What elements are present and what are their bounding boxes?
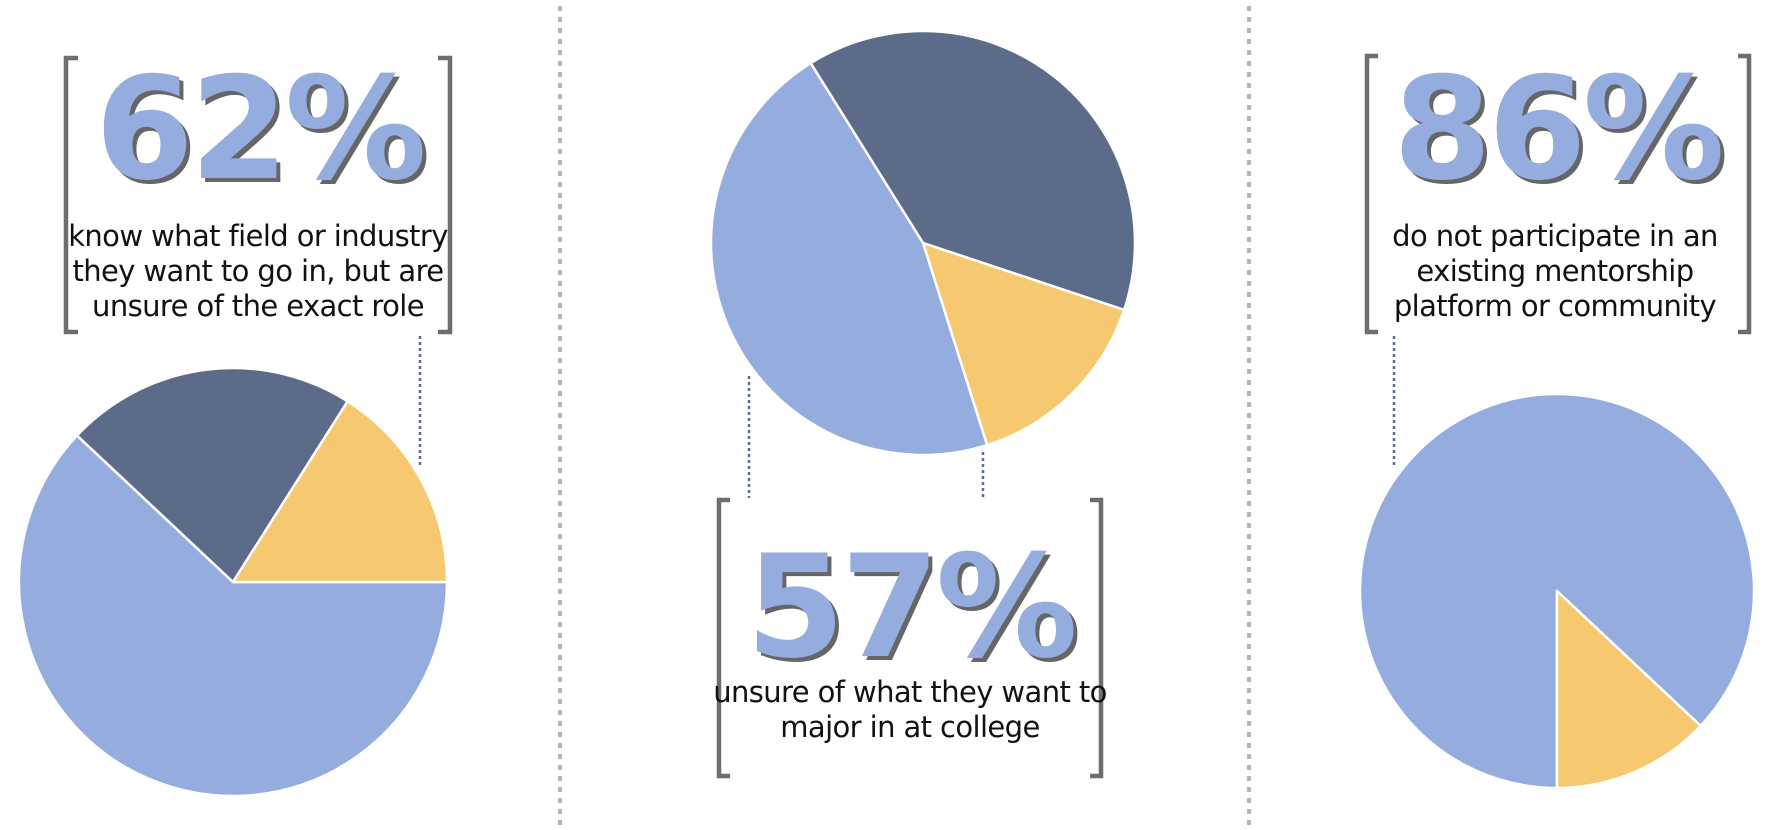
pie-chart-3 (1358, 392, 1756, 790)
pie-slice-1 (17, 434, 449, 798)
description-line: do not participate in an (1392, 219, 1718, 253)
bracket-left (716, 497, 730, 779)
bracket-right (1090, 497, 1104, 779)
panel-1: 62% 62% know what field or industry they… (17, 47, 453, 798)
description-line: major in at college (780, 710, 1039, 744)
bracket-right (1738, 53, 1752, 335)
pie-slice-2 (921, 241, 1126, 447)
bracket-left (1364, 53, 1378, 335)
pie-slice-1 (1358, 392, 1756, 790)
description-line: platform or community (1394, 289, 1717, 323)
pie-chart-1 (17, 366, 449, 798)
pie-slice-2 (1555, 589, 1702, 790)
stat-value: 57% (746, 525, 1074, 690)
stat-shadow: 57% (750, 529, 1078, 694)
bracket-left (63, 55, 78, 335)
description-line: unsure of the exact role (92, 289, 424, 323)
description-line: unsure of what they want to (713, 675, 1107, 709)
description-line: know what field or industry (68, 219, 448, 253)
pie-chart-2 (709, 29, 1137, 457)
description-line: existing mentorship (1416, 254, 1693, 288)
pie-slice-3 (231, 400, 449, 584)
panel-2: 57% 57% unsure of what they want to majo… (709, 29, 1137, 779)
description-line: they want to go in, but are (72, 254, 443, 288)
pie-slice-2 (75, 366, 349, 584)
pie-slice-1 (809, 29, 1137, 312)
bracket-right (438, 55, 453, 335)
pie-slice-3 (709, 61, 989, 457)
panel-3: 86% 86% do not participate in an existin… (1358, 47, 1756, 790)
stat-shadow: 86% (1397, 51, 1725, 216)
stat-value: 62% (95, 47, 423, 212)
stat-value: 86% (1393, 47, 1721, 212)
stat-shadow: 62% (99, 51, 427, 216)
